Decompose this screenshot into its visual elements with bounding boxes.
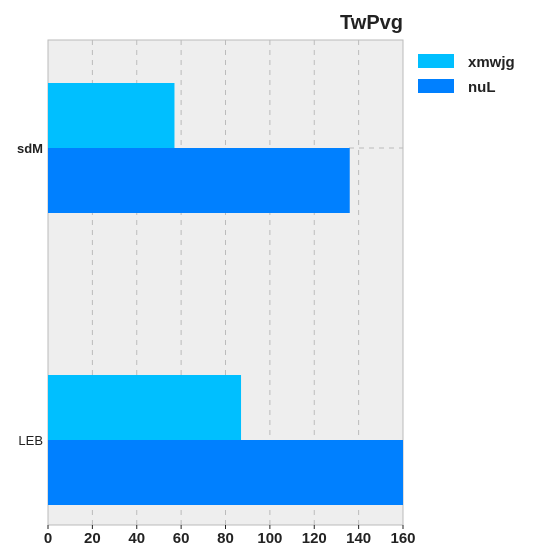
x-tick-label: 80: [217, 530, 234, 547]
bar-xmwjg-LEB: [48, 375, 242, 440]
legend-swatch: [418, 79, 454, 93]
legend-label: xmwjg: [468, 54, 515, 71]
x-tick-label: 60: [173, 530, 190, 547]
x-tick-label: 120: [302, 530, 327, 547]
bar-nuL-LEB: [48, 440, 403, 505]
x-tick-label: 160: [390, 530, 415, 547]
legend-label: nuL: [468, 79, 496, 96]
bars: [48, 83, 403, 505]
x-tick-label: 0: [44, 530, 52, 547]
chart-title: TwPvg: [340, 12, 403, 34]
x-axis-ticks: 0 20 40 60 80 100 120 140 160: [44, 525, 416, 547]
x-tick-label: 20: [84, 530, 101, 547]
x-tick-label: 40: [128, 530, 145, 547]
bar-nuL-sdM: [48, 148, 350, 213]
legend-swatch: [418, 54, 454, 68]
y-axis-categories: sdM LEB: [17, 141, 43, 448]
x-tick-label: 140: [346, 530, 371, 547]
y-category-label: LEB: [18, 433, 43, 448]
y-category-label: sdM: [17, 141, 43, 156]
x-tick-label: 100: [257, 530, 282, 547]
bar-xmwjg-sdM: [48, 83, 175, 148]
legend: xmwjg nuL: [418, 54, 515, 96]
